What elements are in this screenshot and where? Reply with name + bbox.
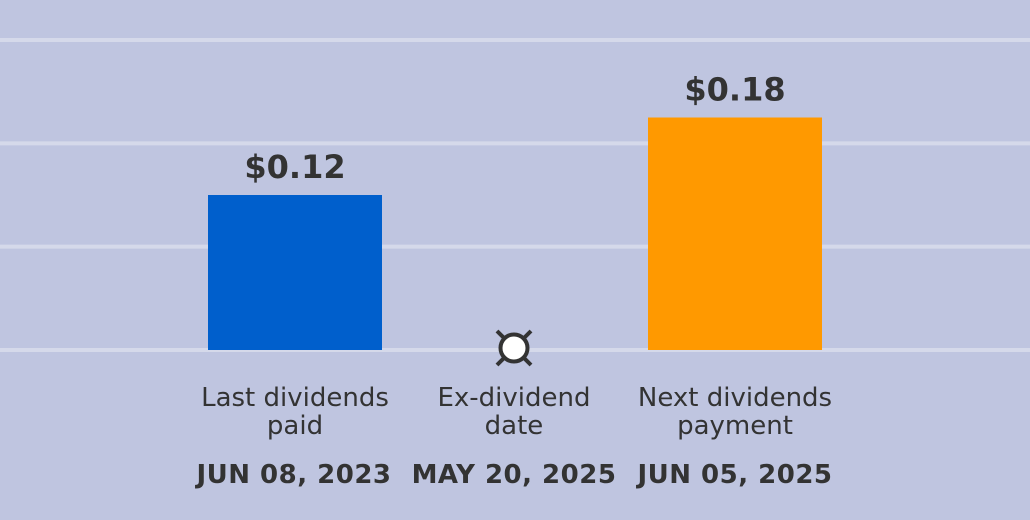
date-labels: JUN 08, 2023 MAY 20, 2025 JUN 05, 2025 bbox=[194, 460, 832, 490]
value-labels: $0.12 $0.18 bbox=[244, 71, 785, 187]
value-label: $0.18 bbox=[684, 71, 785, 109]
category-label: Ex-dividend date bbox=[437, 383, 590, 441]
date-label: JUN 05, 2025 bbox=[635, 460, 832, 490]
bar bbox=[208, 195, 382, 350]
category-label: Last dividends paid bbox=[201, 383, 389, 441]
category-label: Next dividends payment bbox=[638, 383, 832, 441]
date-label: MAY 20, 2025 bbox=[412, 460, 617, 490]
bars bbox=[208, 117, 822, 350]
ex-dividend-marker-icon bbox=[495, 329, 533, 367]
gridlines bbox=[0, 38, 1030, 352]
category-labels: Last dividends paid Ex-dividend date Next di… bbox=[201, 383, 832, 441]
marker-circle bbox=[498, 332, 530, 364]
bar bbox=[648, 117, 822, 350]
date-label: JUN 08, 2023 bbox=[194, 460, 391, 490]
value-label: $0.12 bbox=[244, 148, 345, 186]
